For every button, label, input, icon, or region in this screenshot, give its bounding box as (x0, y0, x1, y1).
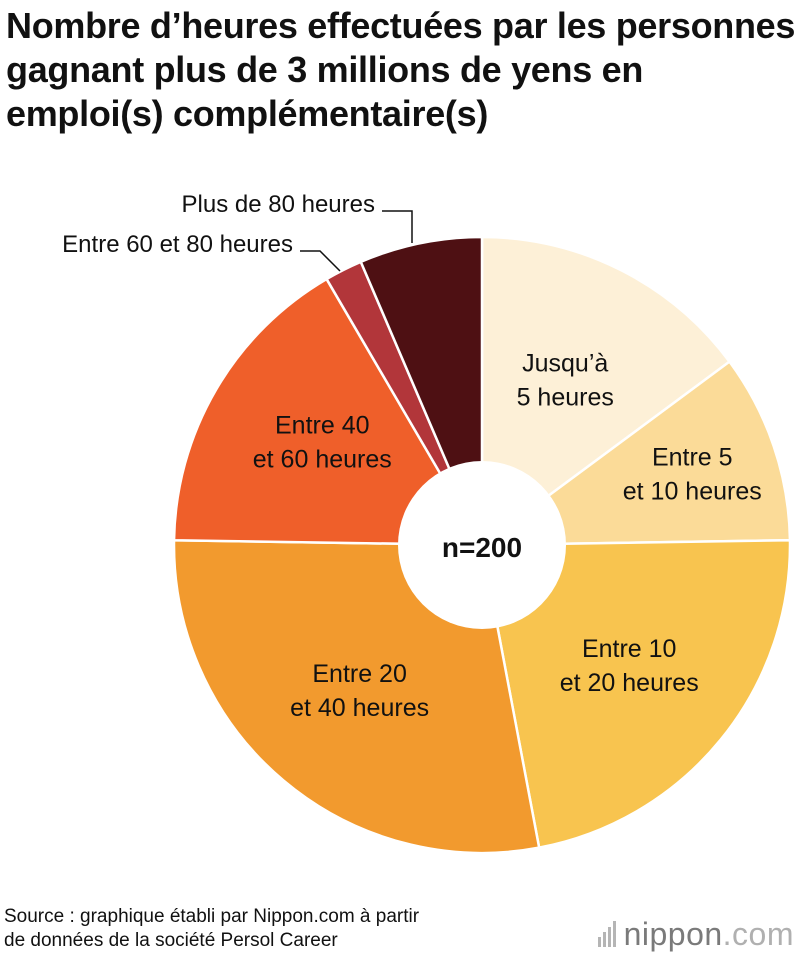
source-line-1: Source : graphique établi par Nippon.com… (4, 906, 420, 927)
nippon-logo: nippon .com (597, 914, 794, 954)
brand-bars-icon (597, 921, 616, 947)
pie-slice (480, 538, 792, 849)
center-label: n=200 (442, 532, 522, 563)
chart-title: Nombre d’heures effectuées par les perso… (6, 5, 796, 134)
slice-label: Plus de 80 heures (182, 191, 375, 218)
brand-name: nippon (623, 915, 723, 952)
pie-slice (480, 360, 792, 547)
slice-label: Entre 60 et 80 heures (62, 231, 293, 258)
pie-slice (480, 235, 731, 547)
callout-line (382, 210, 413, 243)
brand-tld: .com (722, 915, 794, 952)
source-note: Source : graphique établi par Nippon.com… (4, 905, 564, 953)
pie-slice (172, 277, 484, 547)
slice-label: Entre 5 et 10 heures (623, 444, 762, 506)
slice-label: Entre 20 et 40 heures (290, 660, 429, 722)
slice-label: Entre 40 et 60 heures (253, 411, 392, 473)
donut-hole (398, 461, 566, 629)
source-line-2: de données de la société Persol Career (4, 930, 338, 951)
slice-label: Jusqu’à 5 heures (517, 350, 614, 412)
slice-label: Entre 10 et 20 heures (560, 635, 699, 697)
callout-line (300, 250, 341, 272)
